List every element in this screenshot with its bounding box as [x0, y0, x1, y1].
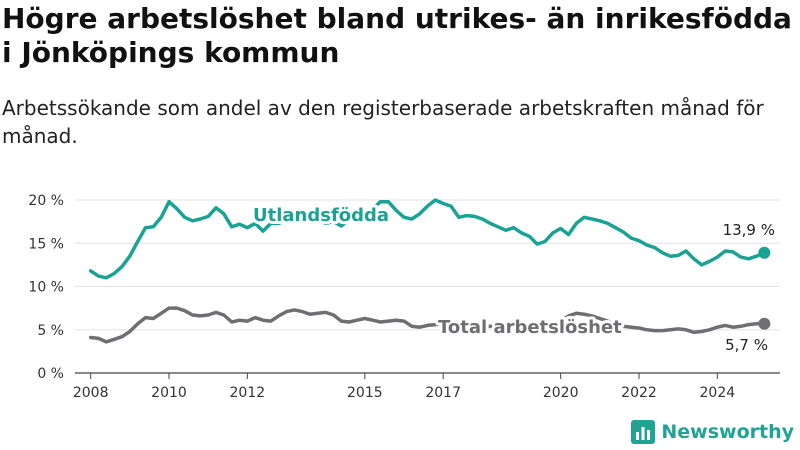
- line-chart: 0 % 5 % 10 % 15 % 20 % 2008 2010 2012 2015 2017 20…: [28, 193, 780, 401]
- series-end-point-total-arbetsloshet: [758, 317, 771, 330]
- x-tick-label: 2010: [151, 385, 187, 401]
- brand-logo: Newsworthy: [631, 420, 794, 444]
- y-tick-label: 10 %: [28, 280, 64, 296]
- end-value-label-total-arbetsloshet: 5,7 %: [725, 336, 768, 354]
- bar-chart-logo-icon: [631, 420, 656, 444]
- x-tick-label: 2015: [347, 385, 383, 401]
- series-line-utlandsfodda: [88, 198, 767, 280]
- y-tick-label: 15 %: [28, 236, 64, 252]
- series-label-total-arbetsloshet: Total arbetslöshet: [438, 317, 622, 338]
- chart-subtitle: Arbetssökande som andel av den registerb…: [2, 96, 764, 148]
- end-value-label-utlandsfodda: 13,9 %: [723, 221, 775, 239]
- x-tick-label: 2020: [543, 385, 579, 401]
- x-tick-label: 2008: [73, 385, 109, 401]
- brand-name: Newsworthy: [661, 421, 794, 443]
- series-label-utlandsfodda: Utlandsfödda: [253, 205, 389, 226]
- x-tick-label: 2022: [621, 385, 657, 401]
- y-tick-label: 20 %: [28, 193, 64, 209]
- series-end-point-utlandsfodda: [758, 246, 771, 259]
- y-tick-label: 0 %: [37, 366, 64, 382]
- x-tick-label: 2012: [230, 385, 266, 401]
- chart-title: Högre arbetslöshet bland utrikes- än inr…: [2, 2, 792, 69]
- x-tick-label: 2017: [425, 385, 461, 401]
- x-tick-label: 2024: [700, 385, 736, 401]
- y-tick-label: 5 %: [37, 323, 64, 339]
- series-line-total-arbetsloshet: [88, 306, 767, 344]
